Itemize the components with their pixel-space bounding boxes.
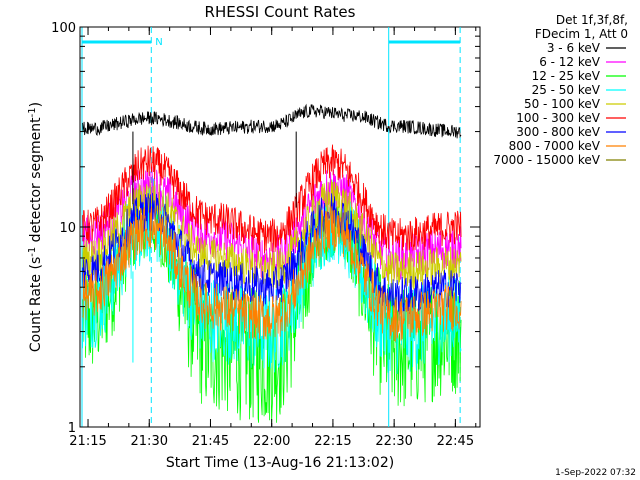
legend-item-label: 3 - 6 keV (547, 41, 601, 55)
x-tick-label: 22:30 (375, 434, 412, 449)
night-marker-label: N (155, 37, 162, 48)
legend-item-label: 800 - 7000 keV (509, 139, 601, 153)
y-axis-ticks: 1 10 100 (51, 21, 480, 436)
x-axis-ticks: 21:15 21:30 21:45 22:00 22:15 22:30 22:45 (69, 27, 477, 449)
chart-title: RHESSI Count Rates (205, 3, 356, 21)
legend: Det 1f,3f,8f, FDecim 1, Att 0 3 - 6 keV6… (493, 13, 628, 167)
x-tick-label: 22:15 (314, 434, 351, 449)
legend-item-label: 12 - 25 keV (532, 69, 601, 83)
legend-item-label: 7000 - 15000 keV (493, 153, 600, 167)
render-timestamp: 1-Sep-2022 07:32 (555, 468, 636, 478)
legend-header-line-2: FDecim 1, Att 0 (535, 27, 628, 41)
series-line (82, 103, 462, 139)
x-tick-label: 21:15 (69, 434, 106, 449)
x-axis-label: Start Time (13-Aug-16 21:13:02) (166, 455, 394, 471)
legend-header-line-1: Det 1f,3f,8f, (556, 13, 628, 27)
series-line (82, 144, 462, 254)
x-tick-label: 22:45 (437, 434, 474, 449)
y-tick-label: 100 (51, 21, 76, 36)
x-tick-label: 21:45 (192, 434, 229, 449)
y-axis-label: Count Rate (s-1 detector segment-1) (27, 102, 44, 352)
series-layer (82, 103, 462, 423)
series-line (82, 165, 462, 280)
x-tick-label: 21:30 (131, 434, 168, 449)
y-tick-label: 10 (59, 221, 76, 236)
legend-item-label: 100 - 300 keV (516, 111, 600, 125)
y-tick-label: 1 (68, 421, 76, 436)
plot-area: N 21:15 21:30 21:45 22:00 22:15 22:30 22:45 11… (51, 21, 481, 449)
series-line (82, 204, 462, 342)
legend-item-label: 25 - 50 keV (532, 83, 601, 97)
series-line (82, 192, 462, 316)
legend-item-label: 6 - 12 keV (539, 55, 601, 69)
x-tick-label: 22:00 (253, 434, 290, 449)
legend-item-label: 50 - 100 keV (524, 97, 601, 111)
legend-item-label: 300 - 800 keV (516, 125, 600, 139)
